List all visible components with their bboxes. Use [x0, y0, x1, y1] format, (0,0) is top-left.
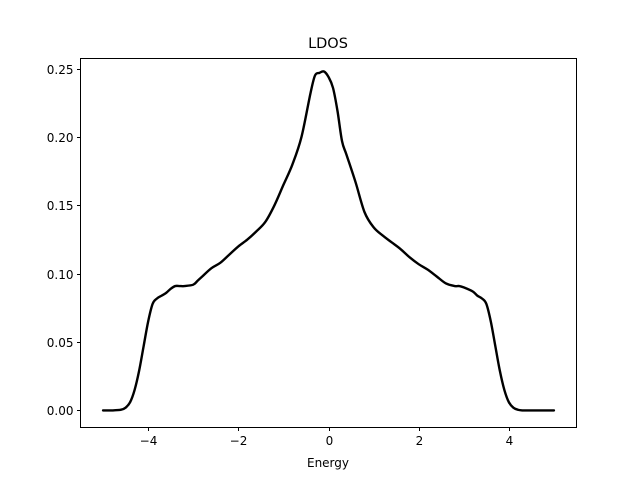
plot-area: −4 −2 0 2 4 0.00 0.05 0.10 0.15 0.20 0.25 [47, 58, 577, 448]
x-tick-label: −2 [230, 434, 248, 448]
x-axis-label: Energy [307, 456, 349, 470]
ldos-line [101, 70, 556, 412]
x-tick-label: 4 [506, 434, 514, 448]
y-tick-label: 0.10 [47, 268, 74, 282]
x-axis: −4 −2 0 2 4 [140, 427, 514, 448]
series-group [101, 70, 556, 412]
y-tick-label: 0.05 [47, 336, 74, 350]
x-tick-label: 2 [416, 434, 424, 448]
x-tick-label: 0 [326, 434, 334, 448]
y-tick-label: 0.20 [47, 131, 74, 145]
x-tick-label: −4 [140, 434, 158, 448]
y-tick-label: 0.25 [47, 63, 74, 77]
y-tick-label: 0.15 [47, 199, 74, 213]
y-tick-label: 0.00 [47, 404, 74, 418]
chart-title: LDOS [308, 36, 348, 52]
axes-frame [80, 58, 577, 428]
y-axis: 0.00 0.05 0.10 0.15 0.20 0.25 [47, 63, 81, 418]
